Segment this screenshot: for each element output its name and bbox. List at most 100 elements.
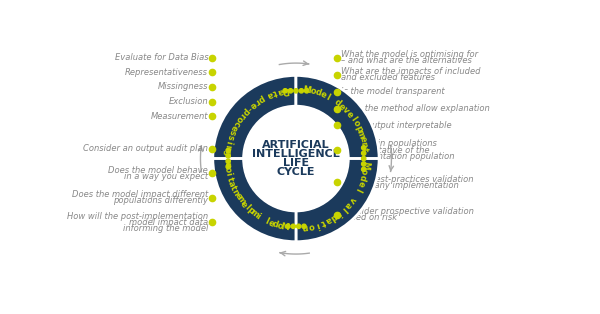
Circle shape — [362, 151, 366, 155]
Text: Use of best-practices validation: Use of best-practices validation — [341, 175, 474, 184]
Text: s: s — [225, 134, 235, 141]
Text: in a way you expect: in a way you expect — [124, 172, 208, 181]
Text: e: e — [357, 135, 368, 143]
Text: Exclusion: Exclusion — [169, 97, 208, 106]
Text: a: a — [226, 179, 236, 188]
Text: e: e — [344, 110, 355, 120]
Text: n: n — [222, 161, 232, 168]
Text: p: p — [256, 93, 266, 104]
Text: l: l — [263, 217, 270, 226]
Text: d: d — [272, 220, 280, 230]
Text: a: a — [324, 214, 333, 225]
Text: Validate in populations: Validate in populations — [341, 139, 437, 149]
Circle shape — [302, 224, 306, 229]
Text: d: d — [314, 88, 322, 98]
Text: Consider an output audit plan: Consider an output audit plan — [83, 144, 208, 153]
Text: m: m — [355, 128, 367, 139]
Text: g: g — [222, 149, 232, 156]
Text: l: l — [325, 93, 332, 102]
Text: INTELLIGENCE: INTELLIGENCE — [252, 149, 340, 159]
Wedge shape — [213, 75, 296, 159]
Wedge shape — [296, 159, 379, 242]
Text: Missingness: Missingness — [158, 83, 208, 91]
Text: l: l — [348, 115, 358, 123]
Text: m: m — [235, 194, 247, 206]
Text: ARTIFICIAL: ARTIFICIAL — [262, 140, 330, 150]
Circle shape — [286, 224, 290, 229]
Wedge shape — [296, 75, 379, 159]
Text: c: c — [231, 119, 241, 128]
Text: Does the method allow explanation: Does the method allow explanation — [341, 104, 490, 113]
Text: populations differently: populations differently — [113, 197, 208, 205]
Text: Measurement: Measurement — [151, 112, 208, 121]
Text: o: o — [277, 221, 284, 231]
Text: d: d — [332, 98, 343, 109]
Text: d: d — [329, 211, 339, 222]
Circle shape — [362, 146, 366, 150]
Text: o: o — [359, 168, 369, 175]
Text: Is the output interpretable: Is the output interpretable — [341, 121, 452, 130]
Text: r: r — [253, 96, 261, 106]
Text: e: e — [337, 101, 347, 112]
Text: model impact data: model impact data — [129, 218, 208, 227]
Text: e: e — [319, 89, 328, 100]
Text: i: i — [224, 172, 233, 177]
Text: m: m — [248, 208, 260, 220]
Text: i: i — [314, 220, 320, 229]
Text: i: i — [224, 140, 233, 145]
Text: Representativeness: Representativeness — [125, 68, 208, 77]
Text: i: i — [254, 212, 262, 221]
Text: Consider prospective validation: Consider prospective validation — [341, 207, 474, 216]
Circle shape — [299, 89, 304, 93]
Text: n: n — [302, 222, 308, 232]
Text: Evaluate for Data Bias: Evaluate for Data Bias — [115, 53, 208, 62]
Text: LIFE: LIFE — [283, 158, 309, 168]
Text: o: o — [223, 166, 232, 173]
Text: M: M — [302, 85, 312, 95]
Circle shape — [226, 154, 230, 158]
Text: r: r — [237, 111, 247, 120]
Text: e: e — [232, 192, 243, 201]
Text: Does the model impact different: Does the model impact different — [72, 190, 208, 199]
Text: M: M — [360, 161, 370, 170]
Text: l: l — [340, 205, 348, 213]
Text: p: p — [353, 124, 364, 133]
Text: o: o — [350, 119, 361, 128]
Text: prior to any implementation: prior to any implementation — [341, 181, 459, 190]
Text: e: e — [248, 99, 258, 110]
Text: Does the model behave: Does the model behave — [109, 165, 208, 175]
Circle shape — [244, 106, 349, 211]
Circle shape — [294, 89, 298, 93]
Text: s: s — [227, 129, 237, 137]
Text: l: l — [243, 203, 251, 212]
Text: based on risk: based on risk — [341, 213, 398, 222]
Wedge shape — [213, 159, 296, 242]
Text: d: d — [358, 173, 368, 181]
Circle shape — [226, 159, 230, 163]
Circle shape — [305, 89, 309, 93]
Text: a: a — [266, 89, 275, 100]
Circle shape — [296, 224, 301, 229]
Text: n: n — [359, 140, 369, 148]
Text: Is the model transparent: Is the model transparent — [341, 87, 445, 96]
Text: l: l — [353, 186, 363, 192]
Text: e: e — [229, 123, 239, 133]
Text: e: e — [355, 179, 366, 188]
Circle shape — [362, 156, 366, 161]
Text: t: t — [228, 184, 238, 192]
Text: t: t — [360, 147, 370, 152]
Circle shape — [291, 224, 295, 229]
Text: v: v — [347, 195, 357, 204]
Text: o: o — [307, 221, 315, 231]
Text: a: a — [343, 199, 353, 209]
Text: CYCLE: CYCLE — [277, 167, 315, 177]
Text: p: p — [245, 205, 256, 216]
Text: informing the model: informing the model — [123, 224, 208, 233]
Circle shape — [289, 89, 293, 93]
Text: v: v — [341, 105, 351, 116]
Circle shape — [283, 89, 287, 93]
Text: implementation population: implementation population — [341, 152, 455, 161]
Text: and excluded features: and excluded features — [341, 73, 436, 82]
Text: -: - — [244, 103, 253, 112]
Text: i: i — [335, 208, 343, 217]
